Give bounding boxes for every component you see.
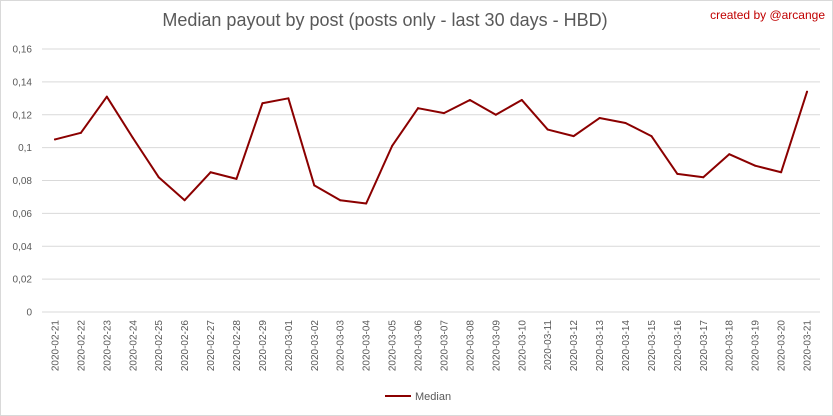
x-tick-label: 2020-03-17 bbox=[699, 320, 710, 372]
x-tick-label: 2020-02-25 bbox=[154, 320, 165, 372]
x-tick-label: 2020-03-19 bbox=[751, 320, 762, 372]
x-tick-label: 2020-02-28 bbox=[232, 320, 243, 372]
data-point bbox=[209, 171, 212, 174]
x-tick-label: 2020-03-15 bbox=[647, 320, 658, 372]
x-tick-label: 2020-03-13 bbox=[595, 320, 606, 372]
y-tick-label: 0,06 bbox=[13, 209, 33, 220]
x-axis-labels: 2020-02-21 2020-02-22 2020-02-23 2020-02-24… bbox=[50, 320, 813, 372]
y-tick-label: 0,12 bbox=[13, 110, 33, 121]
x-tick-label: 2020-02-26 bbox=[180, 320, 191, 372]
data-point bbox=[468, 98, 471, 101]
y-tick-label: 0,1 bbox=[18, 143, 32, 154]
x-tick-label: 2020-02-21 bbox=[50, 320, 61, 372]
gridlines bbox=[42, 48, 820, 313]
data-point bbox=[754, 164, 757, 167]
data-point bbox=[313, 184, 316, 187]
x-tick-label: 2020-02-27 bbox=[206, 320, 217, 372]
y-tick-label: 0,16 bbox=[13, 45, 33, 56]
x-tick-label: 2020-03-18 bbox=[725, 320, 736, 372]
x-tick-label: 2020-03-10 bbox=[517, 320, 528, 372]
data-point bbox=[702, 176, 705, 179]
data-point bbox=[728, 153, 731, 156]
x-tick-label: 2020-03-21 bbox=[803, 320, 814, 372]
data-point bbox=[520, 98, 523, 101]
data-point bbox=[572, 135, 575, 138]
data-point bbox=[53, 138, 56, 141]
y-tick-label: 0 bbox=[26, 308, 32, 319]
x-tick-label: 2020-03-01 bbox=[284, 320, 295, 372]
data-point bbox=[79, 131, 82, 134]
series-line-median bbox=[53, 90, 809, 205]
data-point bbox=[235, 177, 238, 180]
data-point bbox=[598, 117, 601, 120]
x-tick-label: 2020-03-04 bbox=[362, 320, 373, 372]
data-point bbox=[183, 199, 186, 202]
chart-title: Median payout by post (posts only - last… bbox=[162, 10, 608, 30]
data-point bbox=[131, 136, 134, 139]
data-point bbox=[624, 121, 627, 124]
data-point bbox=[365, 202, 368, 205]
series-layer bbox=[53, 90, 809, 205]
data-point bbox=[442, 112, 445, 115]
data-point bbox=[650, 135, 653, 138]
data-point bbox=[261, 102, 264, 105]
data-point bbox=[676, 172, 679, 175]
y-tick-label: 0,14 bbox=[13, 77, 33, 88]
data-point bbox=[391, 144, 394, 147]
data-point bbox=[780, 171, 783, 174]
x-tick-label: 2020-03-20 bbox=[777, 320, 788, 372]
y-tick-label: 0,02 bbox=[13, 275, 33, 286]
y-tick-label: 0,04 bbox=[13, 242, 33, 253]
x-tick-label: 2020-02-29 bbox=[258, 320, 269, 372]
x-tick-label: 2020-03-03 bbox=[336, 320, 347, 372]
data-point bbox=[157, 176, 160, 179]
x-tick-label: 2020-03-07 bbox=[439, 320, 450, 372]
x-tick-label: 2020-03-09 bbox=[491, 320, 502, 372]
data-point bbox=[105, 95, 108, 98]
data-point bbox=[287, 97, 290, 100]
x-tick-label: 2020-02-22 bbox=[76, 320, 87, 372]
data-point bbox=[494, 113, 497, 116]
x-tick-label: 2020-03-05 bbox=[388, 320, 399, 372]
legend-label-median: Median bbox=[415, 391, 451, 403]
data-point bbox=[546, 128, 549, 131]
x-tick-label: 2020-03-08 bbox=[465, 320, 476, 372]
data-point bbox=[806, 90, 809, 93]
x-tick-label: 2020-03-02 bbox=[310, 320, 321, 372]
x-tick-label: 2020-03-11 bbox=[543, 320, 554, 371]
credit-label: created by @arcange bbox=[710, 8, 825, 22]
x-tick-label: 2020-03-12 bbox=[569, 320, 580, 372]
y-tick-label: 0,08 bbox=[13, 176, 33, 187]
y-axis-labels: 0 0,02 0,04 0,06 0,08 0,1 0,12 0,14 0,16 bbox=[13, 45, 33, 319]
x-tick-label: 2020-03-06 bbox=[414, 320, 425, 372]
data-point bbox=[339, 199, 342, 202]
data-point bbox=[417, 107, 420, 110]
x-tick-label: 2020-02-23 bbox=[102, 320, 113, 372]
x-tick-label: 2020-03-16 bbox=[673, 320, 684, 372]
x-tick-label: 2020-03-14 bbox=[621, 320, 632, 372]
legend: Median bbox=[385, 391, 451, 403]
x-tick-label: 2020-02-24 bbox=[128, 320, 139, 372]
